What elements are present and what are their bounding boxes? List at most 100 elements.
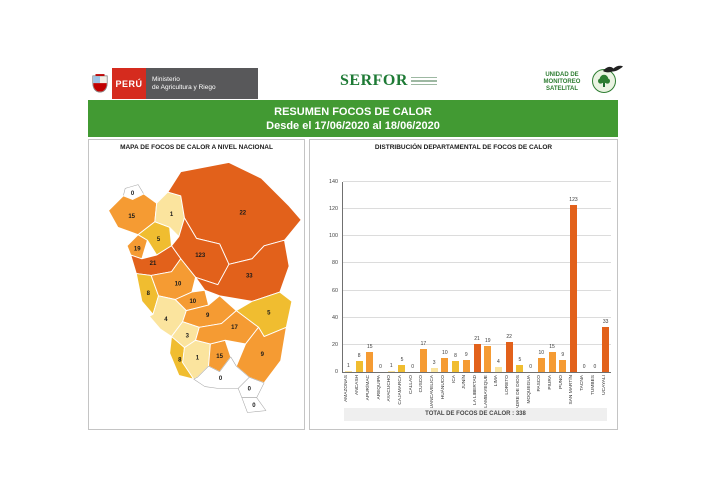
- map-region-tacna: [241, 397, 267, 413]
- bar-pasco: [537, 358, 545, 372]
- map-value-cajamarca: 5: [157, 237, 161, 243]
- map-value-huanuco: 10: [175, 282, 182, 288]
- gridline: [343, 262, 611, 264]
- y-axis-tick-label: 0: [335, 369, 338, 375]
- bar-value-label: 17: [420, 340, 427, 347]
- bar-value-label: 0: [529, 364, 532, 370]
- x-axis-label: LORETO: [505, 375, 511, 395]
- y-axis-tick-label: 40: [332, 314, 338, 321]
- bar-value-label: 19: [484, 338, 491, 345]
- bar-madre-de-dios: [516, 365, 524, 372]
- gridline: [343, 289, 611, 291]
- map-region-ucayali: [195, 239, 290, 302]
- bar-piura: [548, 351, 556, 372]
- bar-value-label: 8: [454, 353, 457, 360]
- x-axis-label: CUSCO: [419, 375, 425, 393]
- gov-logo-block: PERÚ Ministerio de Agricultura y Riego: [88, 68, 258, 99]
- x-axis-label: JUNÍN: [462, 375, 468, 390]
- x-axis-label: AREQUIPA: [376, 375, 382, 400]
- bar-value-label: 10: [442, 350, 448, 357]
- bar-puno: [559, 359, 567, 372]
- map-region-arequipa: [193, 356, 250, 389]
- bar-value-label: 33: [602, 319, 609, 326]
- bar-loreto: [505, 342, 513, 372]
- bar-huánuco: [441, 358, 449, 372]
- bar-la-libertad: [473, 343, 481, 372]
- map-value-labels: 0 15 19 5 1 22 123 21 8 10 33 10 4 9 3 8…: [128, 191, 271, 409]
- x-axis-label: TUMBES: [590, 375, 596, 395]
- report-title: RESUMEN FOCOS DE CALOR: [274, 105, 432, 118]
- bar-amazonas: [344, 370, 352, 372]
- y-axis-tick-label: 140: [329, 179, 338, 185]
- chart-panel-title: DISTRIBUCIÓN DEPARTAMENTAL DE FOCOS DE C…: [374, 144, 553, 151]
- x-axis-label: MOQUEGUA: [526, 375, 532, 404]
- map-value-loreto: 22: [239, 210, 246, 216]
- map-value-amazonas: 1: [170, 212, 174, 218]
- map-value-moquegua: 0: [248, 386, 252, 392]
- map-value-junin: 9: [206, 313, 210, 319]
- bar-ayacucho: [387, 370, 395, 372]
- x-axis-label: SAN MARTÍN: [569, 375, 575, 405]
- map-value-ucayali: 33: [246, 273, 253, 279]
- header: PERÚ Ministerio de Agricultura y Riego S…: [88, 65, 623, 100]
- monitoring-unit-logo: [592, 65, 623, 95]
- map-region-lambayeque: [126, 234, 148, 260]
- bird-icon: [603, 65, 623, 73]
- map-regions: [108, 161, 302, 413]
- x-axis-label: LA LIBERTAD: [473, 375, 478, 405]
- y-axis-tick-label: 80: [332, 260, 338, 267]
- map-value-san-martin: 123: [195, 253, 206, 259]
- ministry-line2: de Agricultura y Riego: [152, 83, 216, 91]
- bar-apurímac: [366, 351, 374, 372]
- map-value-ancash: 8: [147, 291, 151, 297]
- map-value-ica: 8: [178, 358, 182, 364]
- bar-ancash: [355, 361, 363, 372]
- x-axis-label: PUNO: [558, 375, 564, 389]
- serfor-wordmark: SERFOR: [340, 72, 408, 89]
- bar-value-label: 3: [432, 359, 436, 366]
- bar-value-label: 123: [569, 197, 578, 204]
- peru-coat-of-arms-icon: [88, 68, 112, 99]
- bar-value-label: 21: [474, 335, 480, 342]
- y-axis-tick-label: 60: [332, 287, 338, 294]
- map-region-moquegua: [237, 377, 265, 398]
- y-axis-tick-label: 120: [329, 206, 338, 213]
- map-value-madre-de-dios: 5: [267, 310, 271, 316]
- x-axis-label: ANCASH: [355, 375, 361, 395]
- bar-junín: [462, 359, 470, 372]
- serfor-logo: SERFOR: [340, 72, 437, 90]
- x-axis-label: HUANCAVELICA: [430, 375, 436, 412]
- x-axis-label: LIMA: [494, 375, 500, 387]
- bar-value-label: 0: [379, 364, 382, 370]
- bar-value-label: 0: [593, 364, 597, 370]
- monitoring-unit-label: UNIDAD DE MONITOREO SATELITAL: [543, 71, 581, 92]
- map-value-la-libertad: 21: [150, 261, 157, 267]
- bar-value-label: 22: [506, 334, 512, 341]
- gridline: [343, 235, 611, 237]
- bar-san-martín: [569, 205, 577, 372]
- bar-value-label: 8: [357, 353, 361, 360]
- bar-huancavelica: [430, 367, 438, 372]
- peru-map: 0 15 19 5 1 22 123 21 8 10 33 10 4 9 3 8…: [108, 161, 302, 413]
- map-value-cusco: 17: [231, 325, 238, 331]
- ministry-label: Ministerio de Agricultura y Riego: [146, 68, 258, 99]
- bar-value-label: 0: [582, 364, 586, 370]
- map-value-apurimac: 15: [216, 354, 223, 360]
- bar-value-label: 4: [497, 358, 500, 365]
- peru-label: PERÚ: [112, 68, 146, 99]
- x-axis-label: TACNA: [580, 375, 586, 391]
- map-value-tacna: 0: [252, 403, 256, 409]
- gridline: [343, 316, 611, 318]
- map-value-puno: 9: [261, 352, 265, 358]
- x-axis-label: AMAZONAS: [344, 375, 350, 402]
- bar-lambayeque: [484, 346, 492, 372]
- bar-value-label: 1: [346, 362, 350, 369]
- map-value-huancavelica: 3: [186, 333, 190, 339]
- ministry-line1: Ministerio: [152, 76, 180, 83]
- chart-panel: DISTRIBUCIÓN DEPARTAMENTAL DE FOCOS DE C…: [309, 139, 618, 430]
- x-axis-label: CAJAMARCA: [397, 375, 403, 405]
- gridline: [343, 208, 611, 210]
- x-axis-label: ICA: [451, 375, 457, 383]
- report-date-range: Desde el 17/06/2020 al 18/06/2020: [266, 119, 440, 132]
- title-bar: RESUMEN FOCOS DE CALOR Desde el 17/06/20…: [88, 100, 618, 137]
